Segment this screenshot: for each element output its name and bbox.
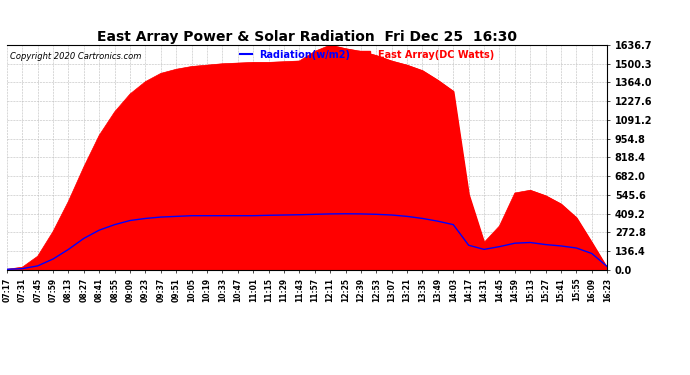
Title: East Array Power & Solar Radiation  Fri Dec 25  16:30: East Array Power & Solar Radiation Fri D… [97,30,517,44]
Legend: Radiation(w/m2), East Array(DC Watts): Radiation(w/m2), East Array(DC Watts) [240,50,494,60]
Text: Copyright 2020 Cartronics.com: Copyright 2020 Cartronics.com [10,52,141,61]
